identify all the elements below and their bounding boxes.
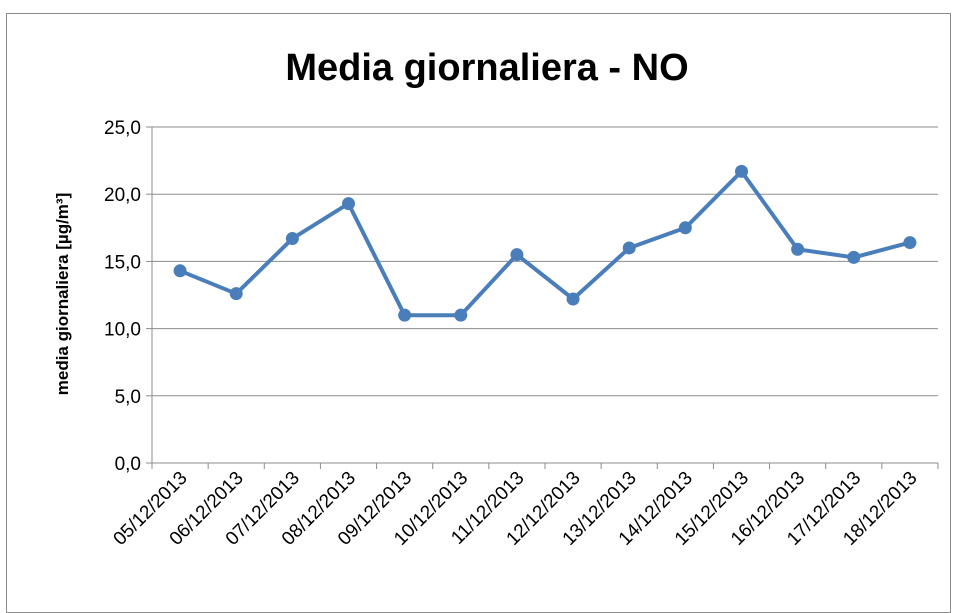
x-tick-labels: 05/12/201306/12/201307/12/201308/12/2013… <box>110 468 922 550</box>
data-point <box>285 232 299 246</box>
data-point <box>229 287 243 301</box>
data-point <box>173 264 187 278</box>
series-line <box>179 169 911 318</box>
axes <box>146 126 939 469</box>
data-point <box>510 248 524 262</box>
data-point <box>903 236 917 250</box>
chart-title: Media giornaliera - NO <box>285 47 688 89</box>
data-point <box>847 250 861 264</box>
data-point <box>791 242 805 256</box>
data-point <box>398 308 412 322</box>
y-tick-label: 10,0 <box>104 320 141 341</box>
y-tick-label: 20,0 <box>104 185 141 206</box>
y-tick-label: 15,0 <box>104 252 141 273</box>
gridlines <box>152 126 938 397</box>
data-point <box>342 197 355 211</box>
y-tick-label: 0,0 <box>115 454 141 475</box>
data-point <box>735 164 748 178</box>
y-axis-label: media giornaliera [µg/m³] <box>53 193 72 396</box>
data-point <box>622 241 636 255</box>
data-point <box>454 308 468 322</box>
data-point <box>678 221 692 235</box>
data-point <box>566 292 580 306</box>
y-tick-labels: 0,0 5,0 10,0 15,0 20,0 25,0 <box>104 118 141 475</box>
y-tick-label: 25,0 <box>104 118 141 139</box>
y-tick-label: 5,0 <box>115 387 141 408</box>
series-line-group <box>173 164 917 322</box>
chart-frame <box>6 13 951 613</box>
